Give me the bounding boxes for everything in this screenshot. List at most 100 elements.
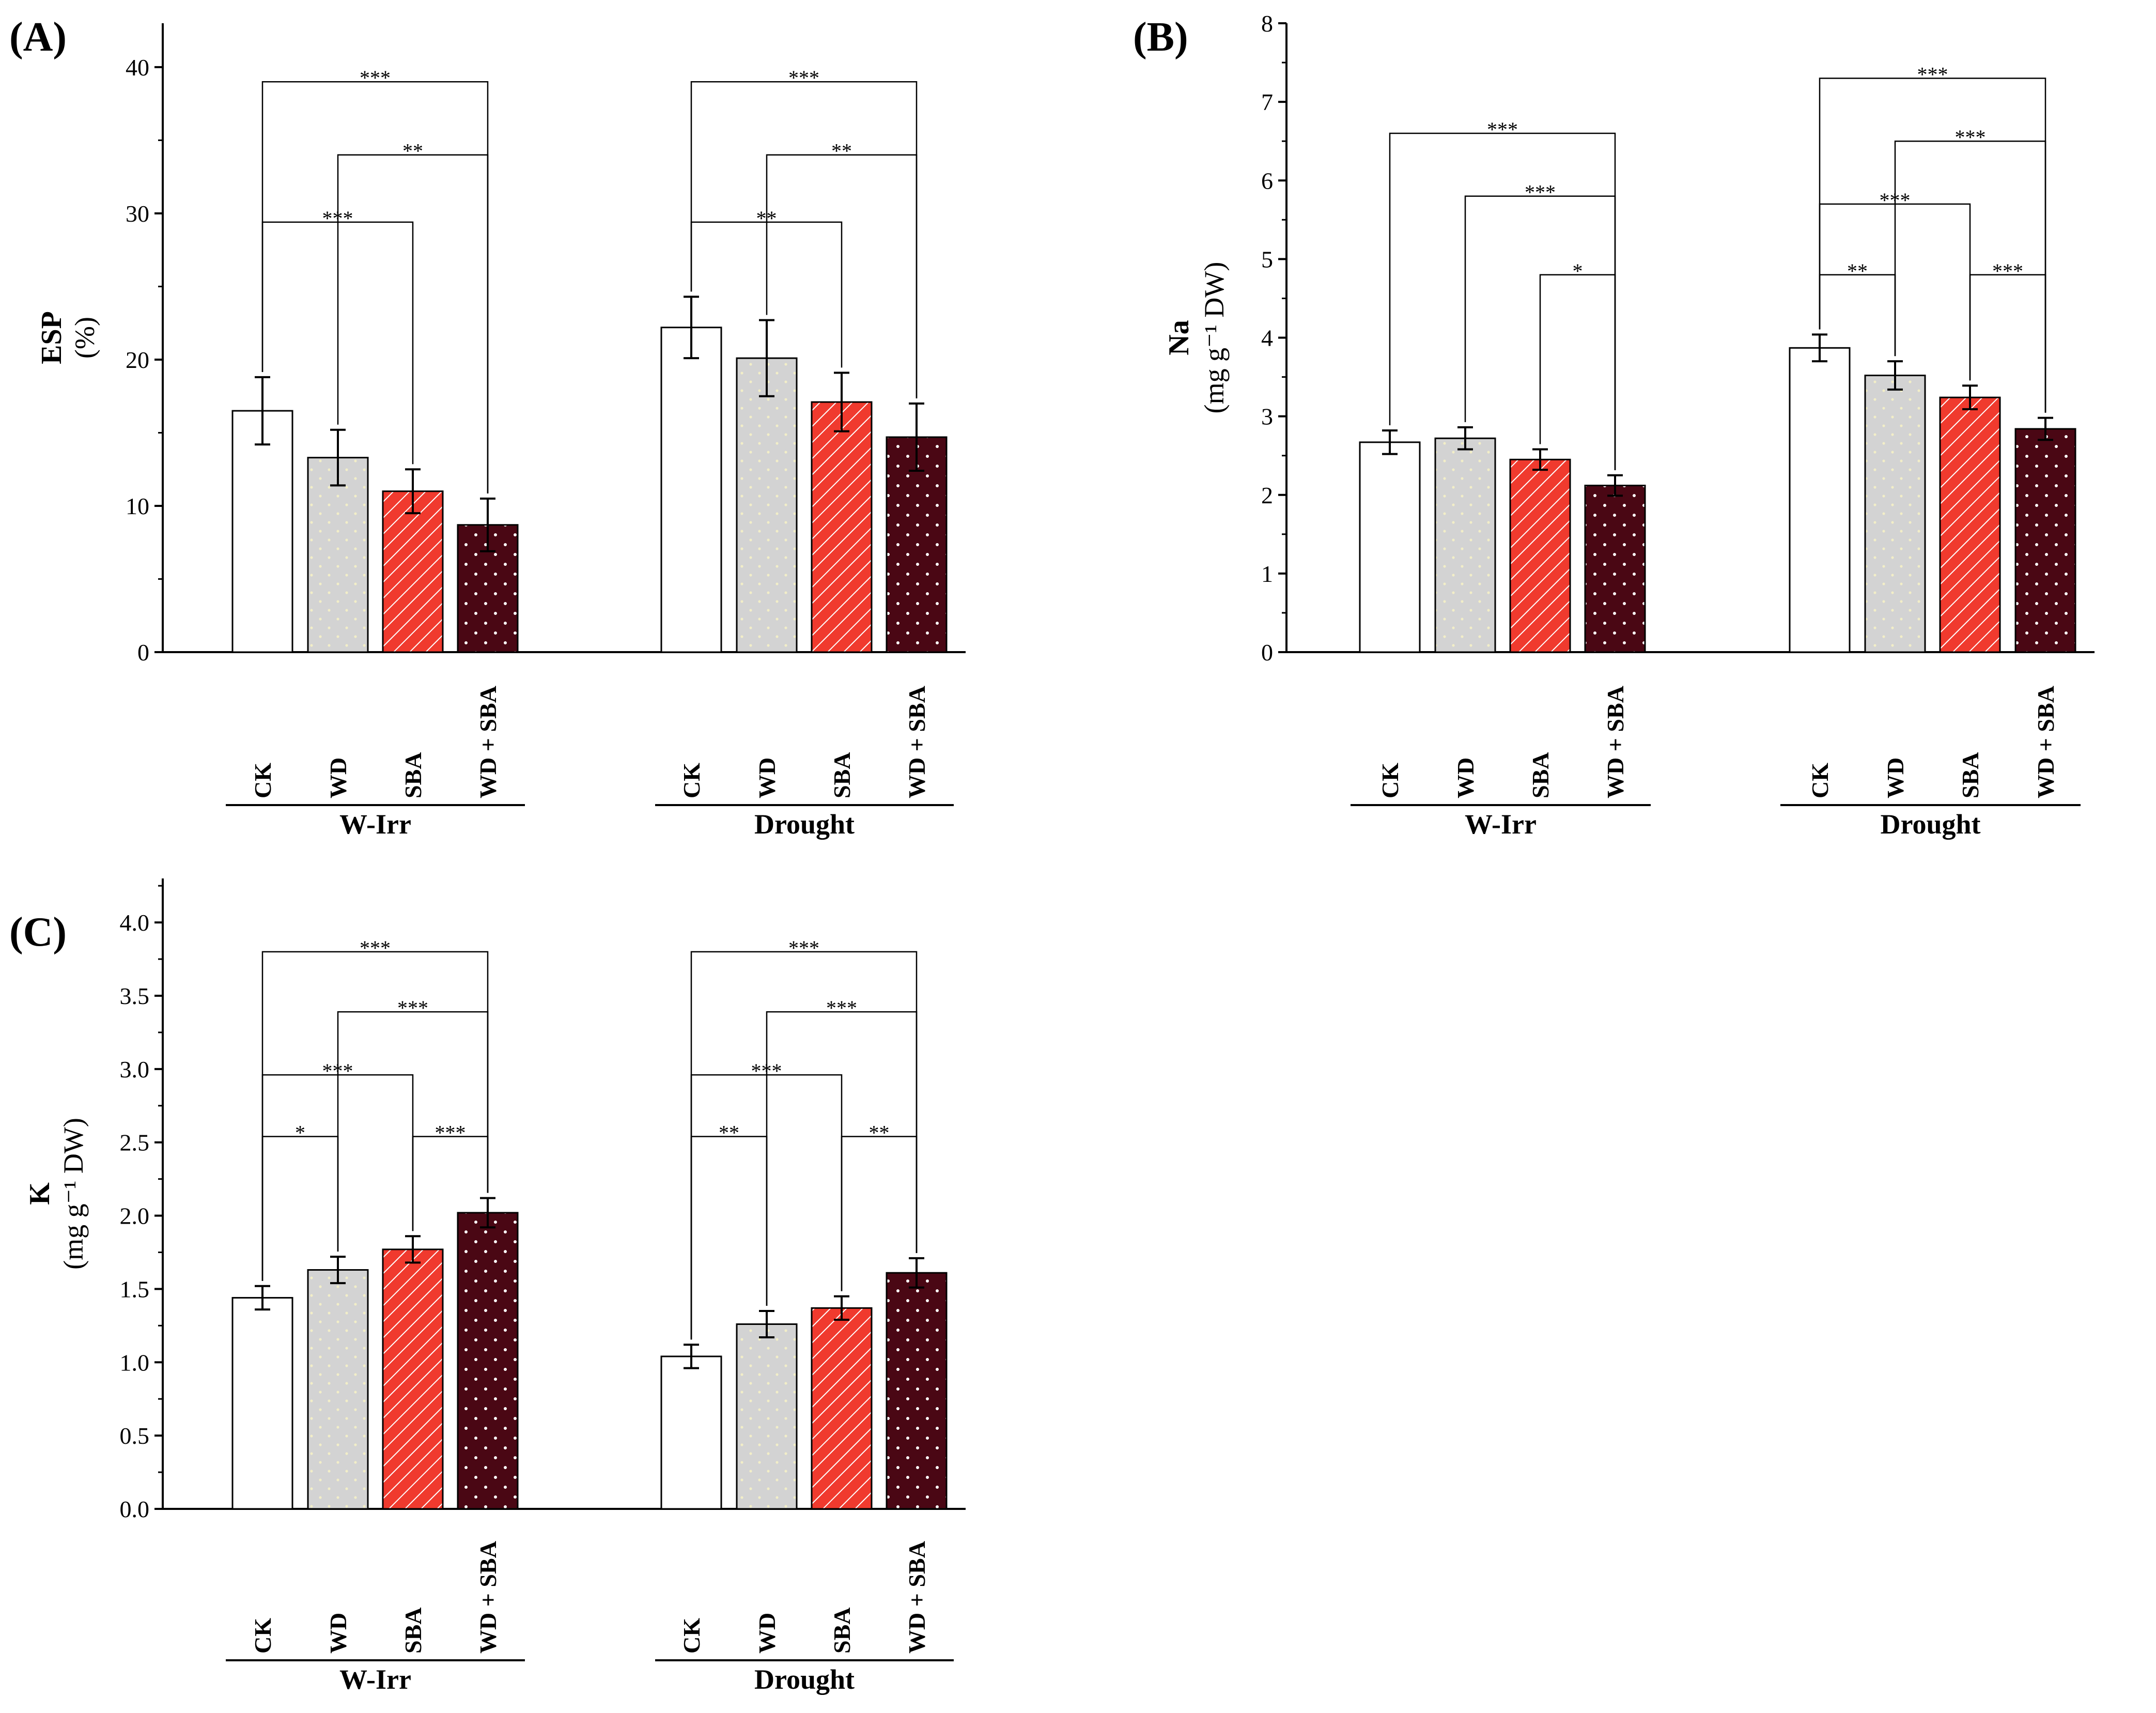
y-tick-label: 4.0 bbox=[120, 909, 150, 936]
significance-line bbox=[1539, 274, 1616, 470]
y-tick-label: 0 bbox=[137, 639, 149, 666]
significance-label: *** bbox=[1992, 259, 2023, 283]
significance-line bbox=[261, 81, 489, 493]
group-label: W-Irr bbox=[339, 1664, 411, 1695]
significance-bracket: *** bbox=[1819, 189, 1971, 381]
significance-label: * bbox=[1573, 259, 1583, 283]
bar-wd-sba bbox=[886, 436, 948, 653]
category-label-wd-sba: WD + SBA bbox=[904, 686, 930, 798]
significance-label: * bbox=[295, 1121, 305, 1144]
significance-line bbox=[1969, 274, 2046, 413]
category-label-ck: CK bbox=[250, 763, 276, 798]
significance-label: *** bbox=[360, 936, 391, 960]
y-tick-label: 1.0 bbox=[120, 1349, 150, 1376]
significance-bracket: ** bbox=[337, 140, 489, 493]
significance-bracket: ** bbox=[690, 1121, 768, 1340]
significance-line bbox=[1819, 274, 1896, 357]
y-axis-unit-label: (mg g⁻¹ DW) bbox=[58, 1118, 89, 1270]
category-label-wd-sba: WD + SBA bbox=[2033, 686, 2059, 798]
significance-line bbox=[261, 1136, 339, 1281]
significance-label: *** bbox=[1917, 63, 1948, 86]
category-label-ck: CK bbox=[1377, 763, 1403, 798]
bar-ck bbox=[1789, 347, 1851, 653]
y-tick-label: 0.0 bbox=[120, 1496, 150, 1522]
y-tick-label: 6 bbox=[1261, 167, 1273, 194]
significance-bracket: * bbox=[1539, 259, 1616, 470]
category-label-wd-sba: WD + SBA bbox=[904, 1541, 930, 1654]
significance-bracket: *** bbox=[261, 936, 489, 1281]
category-label-ck: CK bbox=[678, 763, 705, 798]
significance-bracket: ** bbox=[690, 207, 843, 368]
significance-line bbox=[261, 221, 414, 465]
bar-wd bbox=[307, 1269, 369, 1510]
y-tick-label: 0 bbox=[1261, 639, 1273, 666]
significance-label: *** bbox=[788, 66, 819, 89]
y-axis-unit-label: (mg g⁻¹ DW) bbox=[1199, 262, 1230, 414]
significance-label: *** bbox=[397, 996, 428, 1020]
bar-ck bbox=[1359, 441, 1421, 653]
significance-line bbox=[337, 154, 489, 493]
significance-label: *** bbox=[322, 207, 353, 230]
significance-label: *** bbox=[751, 1059, 782, 1083]
category-label-ck: CK bbox=[1807, 763, 1833, 798]
significance-line bbox=[1819, 78, 2046, 413]
y-tick-label: 3.0 bbox=[120, 1056, 150, 1083]
significance-label: ** bbox=[756, 207, 777, 230]
category-label-sba: SBA bbox=[400, 1608, 426, 1654]
significance-label: *** bbox=[1955, 126, 1986, 149]
bar-wd bbox=[307, 457, 369, 653]
significance-bracket: ** bbox=[766, 140, 918, 398]
bar-ck bbox=[660, 327, 722, 653]
bar-sba bbox=[811, 401, 873, 653]
y-tick-label: 40 bbox=[126, 54, 149, 81]
y-tick-label: 4 bbox=[1261, 325, 1273, 351]
category-label-sba: SBA bbox=[1957, 752, 1983, 798]
significance-line bbox=[261, 951, 489, 1281]
significance-line bbox=[841, 1136, 918, 1291]
category-label-wd-sba: WD + SBA bbox=[475, 1541, 501, 1654]
significance-bracket: *** bbox=[690, 66, 918, 398]
category-label-wd: WD bbox=[1882, 758, 1909, 798]
bar-sba bbox=[1939, 396, 2001, 653]
significance-bracket: * bbox=[261, 1121, 339, 1281]
significance-bracket: *** bbox=[1969, 259, 2046, 413]
group-label: Drought bbox=[754, 1664, 855, 1695]
significance-line bbox=[690, 1136, 768, 1340]
significance-label: *** bbox=[322, 1059, 353, 1083]
significance-line bbox=[337, 1011, 489, 1252]
y-tick-label: 10 bbox=[126, 493, 149, 519]
category-label-wd-sba: WD + SBA bbox=[475, 686, 501, 798]
significance-label: ** bbox=[831, 140, 852, 163]
y-tick-label: 2 bbox=[1261, 482, 1273, 508]
y-tick-label: 3 bbox=[1261, 404, 1273, 430]
category-label-wd-sba: WD + SBA bbox=[1602, 686, 1628, 798]
category-label-sba: SBA bbox=[1527, 752, 1554, 798]
y-axis-label: Na bbox=[1163, 320, 1195, 355]
y-tick-label: 30 bbox=[126, 200, 149, 227]
significance-bracket: *** bbox=[337, 996, 489, 1252]
y-tick-label: 1 bbox=[1261, 561, 1273, 587]
significance-bracket: *** bbox=[1819, 63, 2046, 413]
bar-ck bbox=[660, 1355, 722, 1510]
y-tick-label: 2.0 bbox=[120, 1203, 150, 1229]
category-label-sba: SBA bbox=[829, 752, 855, 798]
chart-panel-1: (A) 0 10 20 30 40 ESP (%) CK WD SBA WD + SBA W-Irr **… bbox=[9, 14, 966, 840]
group-label: W-Irr bbox=[339, 809, 411, 840]
chart-panel-2: (B) 0 1 2 3 4 5 6 7 8 Na (mg g⁻¹ DW) CK WD SBA WD + SBA… bbox=[1133, 10, 2095, 840]
panel-label: (C) bbox=[9, 909, 67, 955]
significance-bracket: *** bbox=[1389, 118, 1616, 470]
y-axis-label: K bbox=[24, 1182, 56, 1205]
significance-label: ** bbox=[869, 1121, 890, 1144]
bar-wd-sba bbox=[457, 1212, 519, 1510]
bar-wd bbox=[1864, 375, 1926, 653]
bar-sba bbox=[1509, 458, 1571, 653]
panel-label: (B) bbox=[1133, 14, 1188, 60]
y-tick-label: 5 bbox=[1261, 246, 1273, 272]
significance-label: ** bbox=[1847, 259, 1868, 283]
y-tick-label: 20 bbox=[126, 347, 149, 373]
significance-line bbox=[690, 951, 918, 1340]
